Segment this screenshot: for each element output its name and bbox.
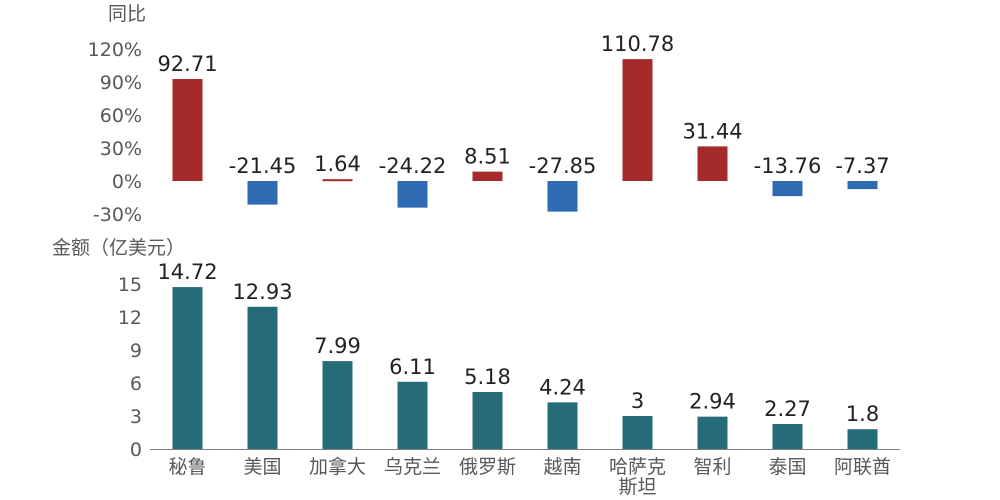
yoy-bar — [322, 179, 353, 182]
amount-data-label: 3 — [631, 389, 644, 413]
amount-bar — [472, 392, 503, 449]
amount-data-label: 2.94 — [689, 390, 736, 414]
category-label: 哈萨克 — [609, 456, 666, 478]
category-label: 泰国 — [768, 456, 806, 478]
amount-bar — [547, 402, 578, 449]
category-label: 俄罗斯 — [459, 456, 516, 478]
category-label: 斯坦 — [618, 476, 656, 498]
amount-bar — [697, 416, 728, 449]
yoy-data-label: -7.37 — [835, 154, 889, 178]
amount-data-label: 2.27 — [764, 397, 811, 421]
amount-data-label: 5.18 — [464, 365, 511, 389]
yoy-data-label: -27.85 — [529, 154, 597, 178]
amount-data-label: 12.93 — [232, 280, 292, 304]
yoy-tick-label: 60% — [100, 105, 142, 127]
yoy-bar — [247, 181, 278, 205]
amount-bar — [622, 416, 653, 449]
category-label: 阿联酋 — [834, 456, 891, 478]
amount-axis-title: 金额（亿美元） — [52, 237, 185, 259]
amount-tick-label: 3 — [130, 406, 142, 428]
amount-bar — [322, 361, 353, 449]
amount-bar — [772, 424, 803, 449]
yoy-data-label: 1.64 — [314, 152, 361, 176]
yoy-bar — [172, 79, 203, 181]
yoy-tick-label: -30% — [93, 204, 142, 226]
amount-data-label: 7.99 — [314, 334, 361, 358]
category-label: 加拿大 — [309, 455, 366, 478]
yoy-bar — [472, 171, 503, 181]
yoy-tick-label: 30% — [100, 138, 142, 160]
yoy-data-label: 31.44 — [682, 119, 742, 143]
yoy-data-label: 110.78 — [601, 32, 674, 56]
amount-tick-label: 6 — [130, 373, 142, 395]
yoy-tick-label: 120% — [88, 39, 142, 61]
amount-data-label: 14.72 — [157, 260, 217, 284]
amount-bar — [397, 381, 428, 449]
amount-tick-label: 15 — [118, 274, 142, 296]
yoy-bar — [547, 181, 578, 212]
amount-data-label: 1.8 — [846, 402, 879, 426]
yoy-bar — [772, 181, 803, 197]
yoy-data-label: 92.71 — [157, 52, 217, 76]
yoy-data-label: -13.76 — [754, 154, 822, 178]
yoy-tick-label: 0% — [112, 171, 142, 193]
amount-tick-label: 12 — [118, 307, 142, 329]
category-label: 秘鲁 — [168, 456, 206, 478]
amount-data-label: 6.11 — [389, 355, 436, 379]
amount-tick-label: 0 — [130, 439, 142, 461]
amount-tick-label: 9 — [130, 340, 142, 362]
yoy-data-label: -24.22 — [379, 154, 447, 178]
category-label: 越南 — [543, 456, 581, 478]
yoy-data-label: -21.45 — [229, 154, 297, 178]
yoy-bar — [847, 181, 878, 190]
yoy-tick-label: 90% — [100, 72, 142, 94]
yoy-bar — [397, 181, 428, 208]
category-label: 美国 — [243, 456, 281, 478]
amount-bar — [247, 306, 278, 449]
category-label: 乌克兰 — [384, 456, 441, 478]
amount-data-label: 4.24 — [539, 375, 586, 399]
yoy-bar — [622, 59, 653, 181]
yoy-data-label: 8.51 — [464, 145, 511, 169]
yoy-bar — [697, 146, 728, 181]
yoy-axis-title: 同比 — [108, 3, 146, 25]
amount-bar — [172, 287, 203, 449]
amount-bar — [847, 429, 878, 449]
category-label: 智利 — [693, 456, 731, 478]
